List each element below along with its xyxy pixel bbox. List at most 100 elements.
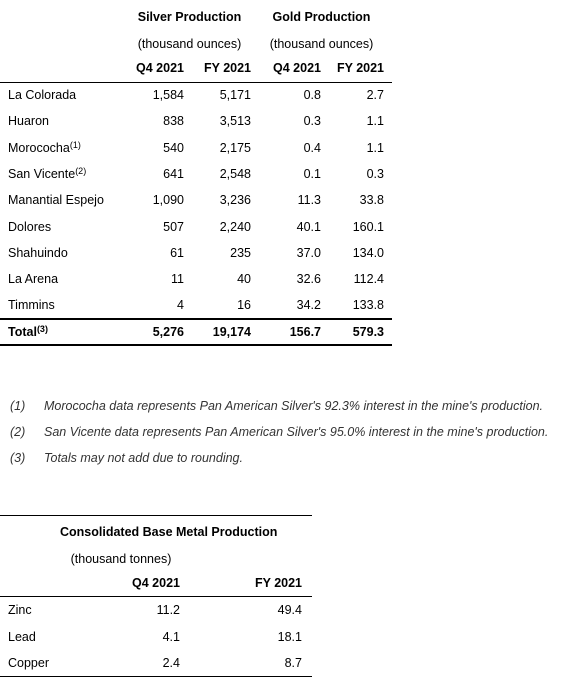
silver-fy-value: 5,171 — [219, 88, 251, 103]
gold-q4-header: Q4 2021 — [251, 55, 321, 83]
table-row: Zinc 11.2 49.4 — [0, 597, 312, 624]
silver-q4-value: 1,584 — [152, 88, 184, 103]
gold-fy-value: 1.1 — [366, 114, 384, 129]
metal-q4-value: 4.1 — [162, 629, 180, 644]
metal-q4-value: 11.2 — [156, 603, 180, 618]
base-metal-fy-header: FY 2021 — [180, 569, 312, 597]
metal-q4-value: 2.4 — [100, 649, 180, 677]
base-metal-header-row: Consolidated Base Metal Production — [0, 515, 312, 548]
silver-fy-header: FY 2021 — [184, 55, 251, 83]
footnote-text: San Vicente data represents Pan American… — [44, 425, 549, 439]
table-row: Lead 4.1 18.1 — [0, 623, 312, 650]
total-label: Total(3) — [0, 317, 120, 346]
blank-cell — [0, 33, 120, 55]
silver-q4-header: Q4 2021 — [120, 55, 184, 83]
mine-name-text: Timmins — [8, 298, 55, 313]
silver-q4-value: 540 — [163, 140, 184, 155]
gold-fy-value: 112.4 — [353, 272, 384, 287]
mine-name-text: Dolores — [8, 219, 52, 234]
total-silver-q4: 5,276 — [120, 317, 184, 346]
unit-row: (thousand ounces) (thousand ounces) — [0, 33, 392, 55]
silver-production-header: Silver Production — [137, 9, 242, 24]
table-row: Manantial Espejo 1,090 3,236 11.3 33.8 — [0, 187, 392, 213]
footnote-number: (1) — [10, 399, 26, 413]
base-metal-q4-header: Q4 2021 — [100, 569, 180, 597]
group-header-row: Silver Production Gold Production — [0, 0, 392, 33]
mine-name: San Vicente(2) — [0, 161, 120, 187]
table-row: La Colorada 1,584 5,171 0.8 2.7 — [0, 82, 392, 108]
silver-q4-value: 11 — [171, 272, 184, 287]
table-row: Copper 2.4 8.7 — [0, 649, 312, 677]
production-table: Silver Production Gold Production (thous… — [0, 0, 392, 346]
mine-name: La Arena — [0, 266, 120, 292]
silver-q4-value: 641 — [163, 167, 184, 182]
table-row: Shahuindo 61 235 37.0 134.0 — [0, 240, 392, 266]
base-metal-header: Consolidated Base Metal Production — [0, 515, 312, 548]
silver-fy-value: 2,175 — [219, 140, 251, 155]
silver-q4-value: 4 — [177, 298, 184, 313]
footnote-2: (2) San Vicente data represents Pan Ameri… — [10, 425, 548, 439]
gold-q4-value: 0.1 — [303, 167, 321, 182]
table-row: La Arena 11 40 32.6 112.4 — [0, 266, 392, 292]
silver-fy-value: 3,236 — [219, 193, 251, 208]
gold-fy-value: 1.1 — [366, 140, 384, 155]
silver-q4-value: 1,090 — [152, 193, 184, 208]
footnote-3: (3) Totals may not add due to rounding. — [10, 451, 243, 465]
table-row: Morococha(1) 540 2,175 0.4 1.1 — [0, 135, 392, 161]
footnote-1: (1) Morococha data represents Pan America… — [10, 399, 543, 413]
gold-fy-header: FY 2021 — [321, 55, 392, 83]
silver-fy-value: 16 — [237, 298, 251, 313]
base-metal-unit: (thousand tonnes) — [70, 551, 172, 566]
gold-q4-value: 0.4 — [303, 140, 321, 155]
gold-production-header: Gold Production — [272, 9, 371, 24]
blank-cell — [0, 569, 100, 597]
silver-fy-value: 2,240 — [219, 219, 251, 234]
mine-name-text: Huaron — [8, 114, 49, 129]
silver-fy-value: 3,513 — [219, 114, 251, 129]
mine-name-text: Manantial Espejo — [8, 193, 104, 208]
metal-fy-value: 49.4 — [277, 603, 302, 618]
blank-cell — [0, 55, 120, 83]
gold-q4-value: 32.6 — [296, 272, 321, 287]
gold-q4-value: 0.8 — [303, 88, 321, 103]
footnote-marker: (1) — [69, 139, 81, 150]
silver-fy-value: 235 — [230, 245, 251, 260]
base-metal-period-row: Q4 2021 FY 2021 — [0, 569, 312, 597]
mine-name: Timmins — [0, 292, 120, 318]
mine-name-text: La Colorada — [8, 88, 77, 103]
metal-name: Lead — [8, 629, 36, 644]
footnote-text: Morococha data represents Pan American S… — [44, 399, 544, 413]
base-metal-table: Consolidated Base Metal Production (thou… — [0, 515, 312, 677]
mine-name-text: San Vicente — [8, 167, 76, 182]
gold-q4-value: 40.1 — [296, 219, 321, 234]
footnote-number: (2) — [10, 425, 26, 439]
mine-name: Huaron — [0, 108, 120, 134]
total-row: Total(3) 5,276 19,174 156.7 579.3 — [0, 317, 392, 346]
gold-fy-value: 0.3 — [366, 167, 384, 182]
mine-name: Morococha(1) — [0, 135, 120, 161]
mine-name: Dolores — [0, 213, 120, 239]
mine-name-text: La Arena — [8, 272, 59, 287]
metal-name: Zinc — [8, 603, 32, 618]
mine-name-text: Shahuindo — [8, 245, 68, 260]
footnote-text: Totals may not add due to rounding. — [44, 451, 243, 465]
metal-fy-value: 18.1 — [277, 629, 302, 644]
gold-fy-value: 2.7 — [366, 88, 384, 103]
total-gold-fy: 579.3 — [321, 317, 392, 346]
base-metal-body: Zinc 11.2 49.4 Lead 4.1 18.1 Copper 2.4 8.7 — [0, 597, 312, 677]
gold-fy-value: 160.1 — [352, 219, 384, 234]
silver-q4-value: 61 — [170, 245, 184, 260]
base-metal-unit-row: (thousand tonnes) — [0, 548, 312, 570]
mine-name-text: Morococha — [8, 140, 70, 155]
gold-fy-value: 133.8 — [352, 298, 384, 313]
table-row: Dolores 507 2,240 40.1 160.1 — [0, 213, 392, 239]
gold-unit: (thousand ounces) — [269, 37, 374, 51]
silver-fy-value: 2,548 — [219, 167, 251, 182]
footnote-marker: (3) — [36, 323, 48, 334]
gold-q4-value: 0.3 — [303, 114, 321, 129]
table-row: Huaron 838 3,513 0.3 1.1 — [0, 108, 392, 134]
silver-q4-value: 838 — [163, 114, 184, 129]
production-body: La Colorada 1,584 5,171 0.8 2.7 Huaron 838 3,51… — [0, 82, 392, 319]
metal-name: Copper — [0, 649, 100, 677]
silver-fy-value: 40 — [237, 272, 251, 287]
